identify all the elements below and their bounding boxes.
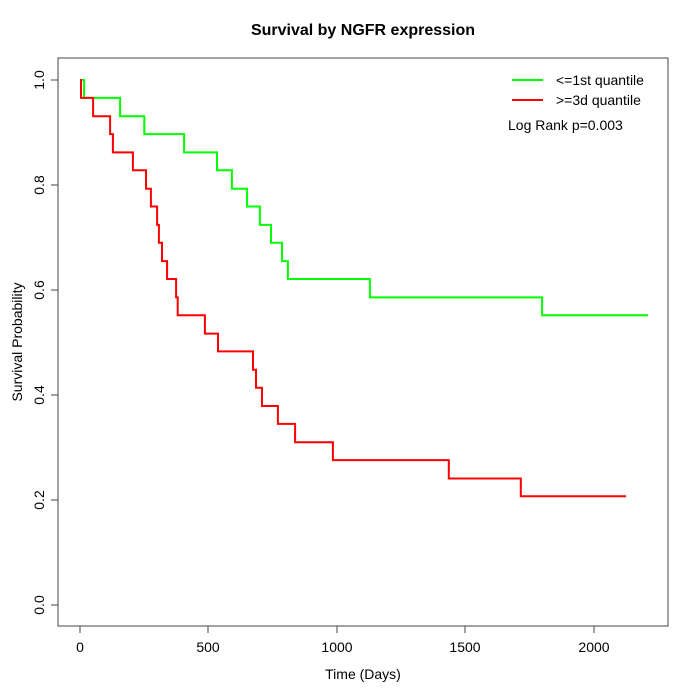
y-tick-label-0.6: 0.6 xyxy=(31,280,47,300)
x-axis-ticks xyxy=(79,626,595,633)
legend: <=1st quantile >=3d quantile Log Rank p=… xyxy=(508,72,644,133)
km-curve-1st-quantile xyxy=(80,79,648,317)
legend-label-1st-quantile: <=1st quantile xyxy=(556,72,644,88)
y-tick-label-1.0: 1.0 xyxy=(31,70,47,90)
x-tick-label-1000: 1000 xyxy=(321,639,352,655)
x-tick-label-0: 0 xyxy=(76,639,84,655)
x-tick-label-1500: 1500 xyxy=(449,639,480,655)
y-tick-label-0.8: 0.8 xyxy=(31,175,47,195)
plot-box xyxy=(57,57,669,627)
y-axis-ticks xyxy=(51,79,58,606)
km-curve-3d-quantile xyxy=(80,79,627,498)
y-tick-label-0.2: 0.2 xyxy=(31,490,47,510)
x-axis-label: Time (Days) xyxy=(325,666,401,682)
chart-title: Survival by NGFR expression xyxy=(251,22,475,39)
x-tick-label-500: 500 xyxy=(196,639,220,655)
legend-label-3d-quantile: >=3d quantile xyxy=(556,92,641,108)
logrank-annotation: Log Rank p=0.003 xyxy=(508,117,623,133)
y-tick-label-0.0: 0.0 xyxy=(31,595,47,615)
y-tick-label-0.4: 0.4 xyxy=(31,385,47,405)
y-axis-label: Survival Probability xyxy=(9,282,25,401)
x-tick-label-2000: 2000 xyxy=(578,639,609,655)
